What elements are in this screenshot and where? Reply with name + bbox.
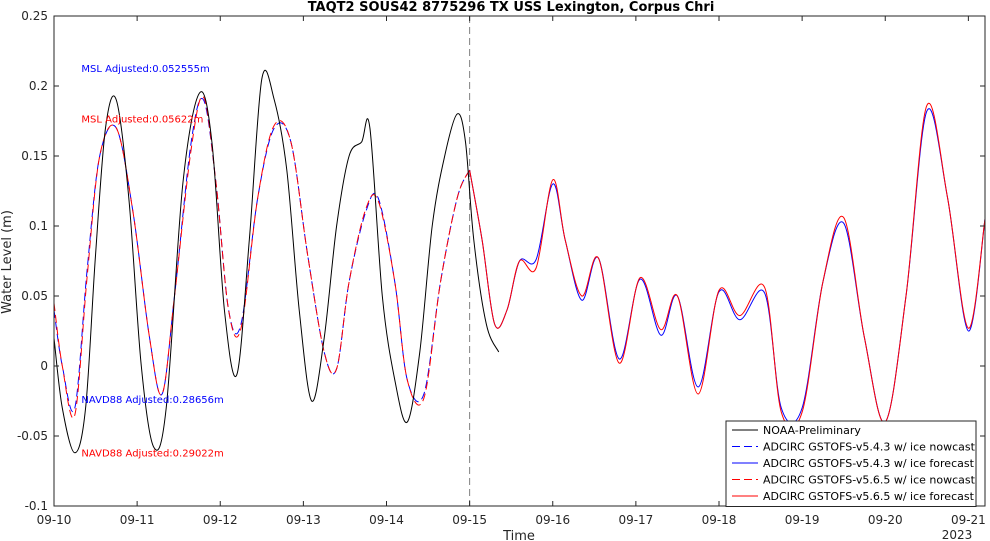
y-tick-label: -0.05 xyxy=(17,429,48,443)
annotation-group: MSL Adjusted:0.052555m MSL Adjusted:0.056… xyxy=(81,64,223,459)
x-axis-label: Time xyxy=(502,529,535,541)
series-line-3 xyxy=(53,95,471,419)
legend-entry: ADCIRC GSTOFS-v5.4.3 w/ ice nowcast xyxy=(763,441,976,454)
x-tick-label: 09-10 xyxy=(37,513,72,527)
chart-title: TAQT2 SOUS42 8775296 TX USS Lexington, C… xyxy=(308,0,715,15)
adjustment-annotation: NAVD88 Adjusted:0.28656m xyxy=(81,395,223,406)
adjustment-annotation: NAVD88 Adjusted:0.29022m xyxy=(81,448,223,459)
adjustment-annotation: MSL Adjusted:0.052555m xyxy=(81,64,209,75)
x-tick-label: 09-21 xyxy=(951,513,986,527)
legend-entry: NOAA-Preliminary xyxy=(763,424,861,437)
series-line-0 xyxy=(53,70,500,454)
y-tick-label: 0.1 xyxy=(29,219,48,233)
x-tick-label: 09-14 xyxy=(369,513,404,527)
series-line-1 xyxy=(53,97,471,412)
x-tick-label: 09-13 xyxy=(286,513,321,527)
x-tick-label: 09-12 xyxy=(203,513,238,527)
x-year-label: 2023 xyxy=(942,528,973,541)
y-axis-label: Water Level (m) xyxy=(0,210,15,314)
axes-frame xyxy=(53,15,986,507)
x-tick-label: 09-16 xyxy=(535,513,570,527)
series-group xyxy=(53,70,986,454)
legend-entry: ADCIRC GSTOFS-v5.6.5 w/ ice nowcast xyxy=(763,474,976,487)
x-tick-label: 09-20 xyxy=(868,513,903,527)
y-tick-label: 0.2 xyxy=(29,79,48,93)
legend: NOAA-Preliminary ADCIRC GSTOFS-v5.4.3 w/ … xyxy=(725,420,977,507)
legend-entry: ADCIRC GSTOFS-v5.6.5 w/ ice forecast xyxy=(763,490,975,503)
y-tick-label: 0.15 xyxy=(21,149,48,163)
adjustment-annotation: MSL Adjusted:0.05622m xyxy=(81,114,203,125)
x-tick-label: 09-19 xyxy=(785,513,820,527)
y-tick-label: 0.05 xyxy=(21,289,48,303)
y-tick-label: 0 xyxy=(40,359,48,373)
legend-box xyxy=(725,420,977,507)
legend-entry: ADCIRC GSTOFS-v5.4.3 w/ ice forecast xyxy=(763,457,975,470)
x-tick-label: 09-15 xyxy=(452,513,487,527)
y-tick-label: -0.1 xyxy=(25,499,48,513)
x-tick-label: 09-11 xyxy=(120,513,155,527)
x-tick-label: 09-17 xyxy=(618,513,653,527)
x-tick-label: 09-18 xyxy=(702,513,737,527)
y-tick-label: 0.25 xyxy=(21,9,48,23)
series-line-4 xyxy=(469,102,986,429)
tick-group: -0.1 -0.05 0 0.05 0.1 0.15 0.2 0.25 09-10 09-11 09… xyxy=(17,9,986,527)
